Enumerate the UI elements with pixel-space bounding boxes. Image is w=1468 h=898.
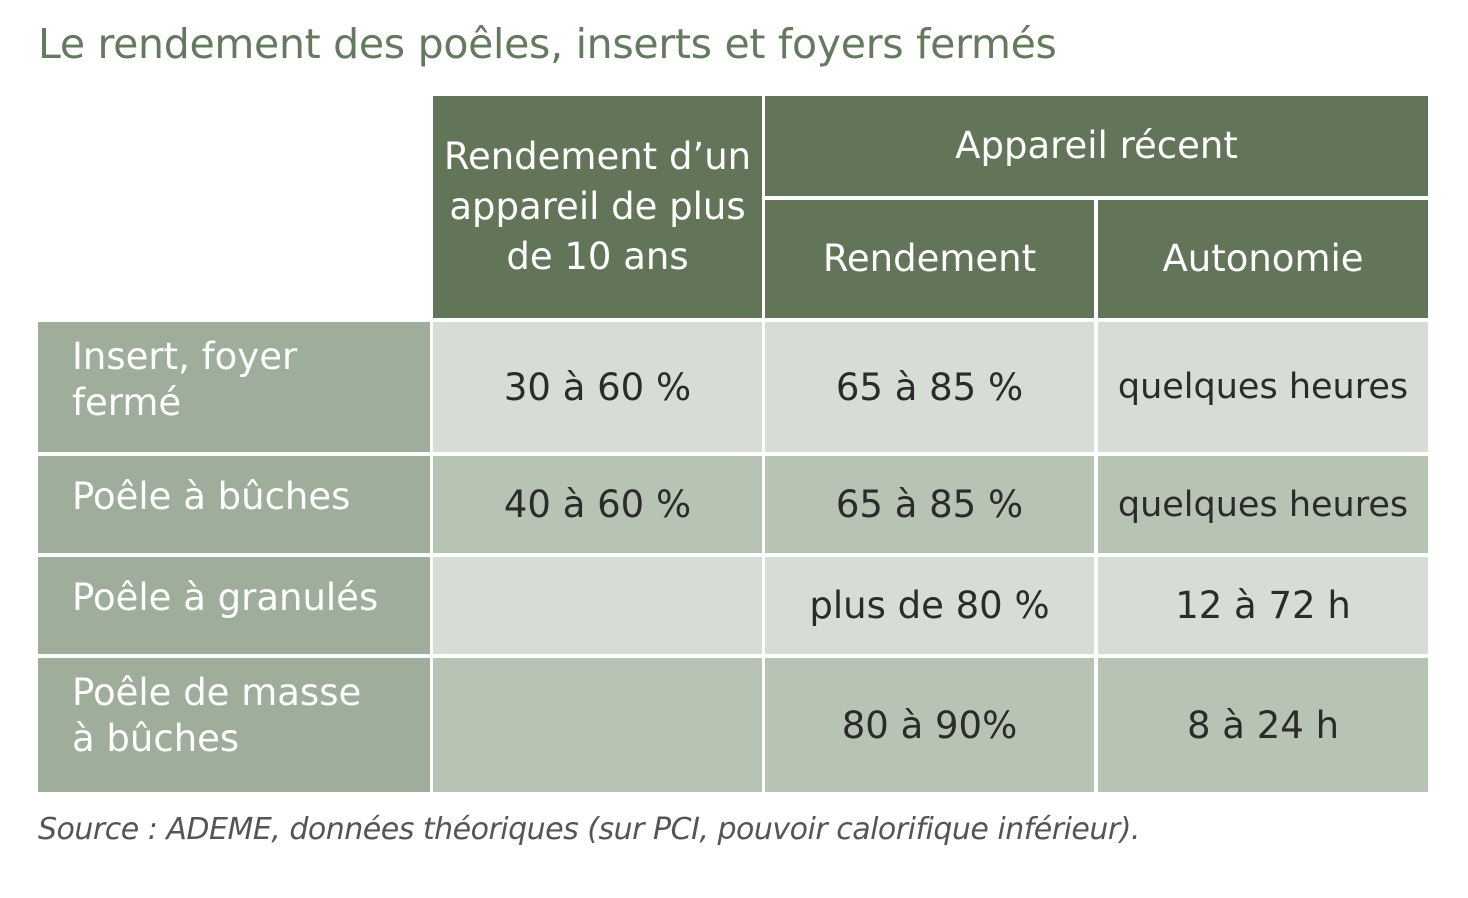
source-note: Source : ADEME, données théoriques (sur …	[38, 812, 1140, 847]
table-cell-old-yield: 30 à 60 %	[433, 322, 762, 452]
header-recent-autonomy: Autonomie	[1098, 200, 1428, 318]
header-recent-group: Appareil récent	[765, 96, 1428, 196]
header-recent-yield: Rendement	[765, 200, 1094, 318]
table-cell-recent-yield: plus de 80 %	[765, 557, 1094, 654]
page-title: Le rendement des poêles, inserts et foye…	[38, 20, 1057, 68]
table-row-label: Poêle à bûches	[38, 456, 430, 553]
table-row-label: Poêle à granulés	[38, 557, 430, 654]
table-cell-autonomy: 12 à 72 h	[1098, 557, 1428, 654]
table-cell-recent-yield: 65 à 85 %	[765, 456, 1094, 553]
table-cell-recent-yield: 65 à 85 %	[765, 322, 1094, 452]
table-cell-autonomy: quelques heures	[1098, 322, 1428, 452]
header-recent-yield-label: Rendement	[822, 237, 1037, 280]
header-old-yield-label: Rendement d’un appareil de plus de 10 an…	[443, 135, 752, 278]
header-old-yield: Rendement d’un appareil de plus de 10 an…	[433, 96, 762, 318]
table-row-label: Poêle de masse à bûches	[38, 658, 430, 792]
table-row-label: Insert, foyer fermé	[38, 322, 430, 452]
header-recent-autonomy-label: Autonomie	[1162, 237, 1364, 280]
table-cell-autonomy: 8 à 24 h	[1098, 658, 1428, 792]
table-cell-autonomy: quelques heures	[1098, 456, 1428, 553]
table-cell-old-yield	[433, 658, 762, 792]
table-cell-recent-yield: 80 à 90%	[765, 658, 1094, 792]
header-recent-group-label: Appareil récent	[955, 124, 1238, 167]
table-cell-old-yield	[433, 557, 762, 654]
table-cell-old-yield: 40 à 60 %	[433, 456, 762, 553]
